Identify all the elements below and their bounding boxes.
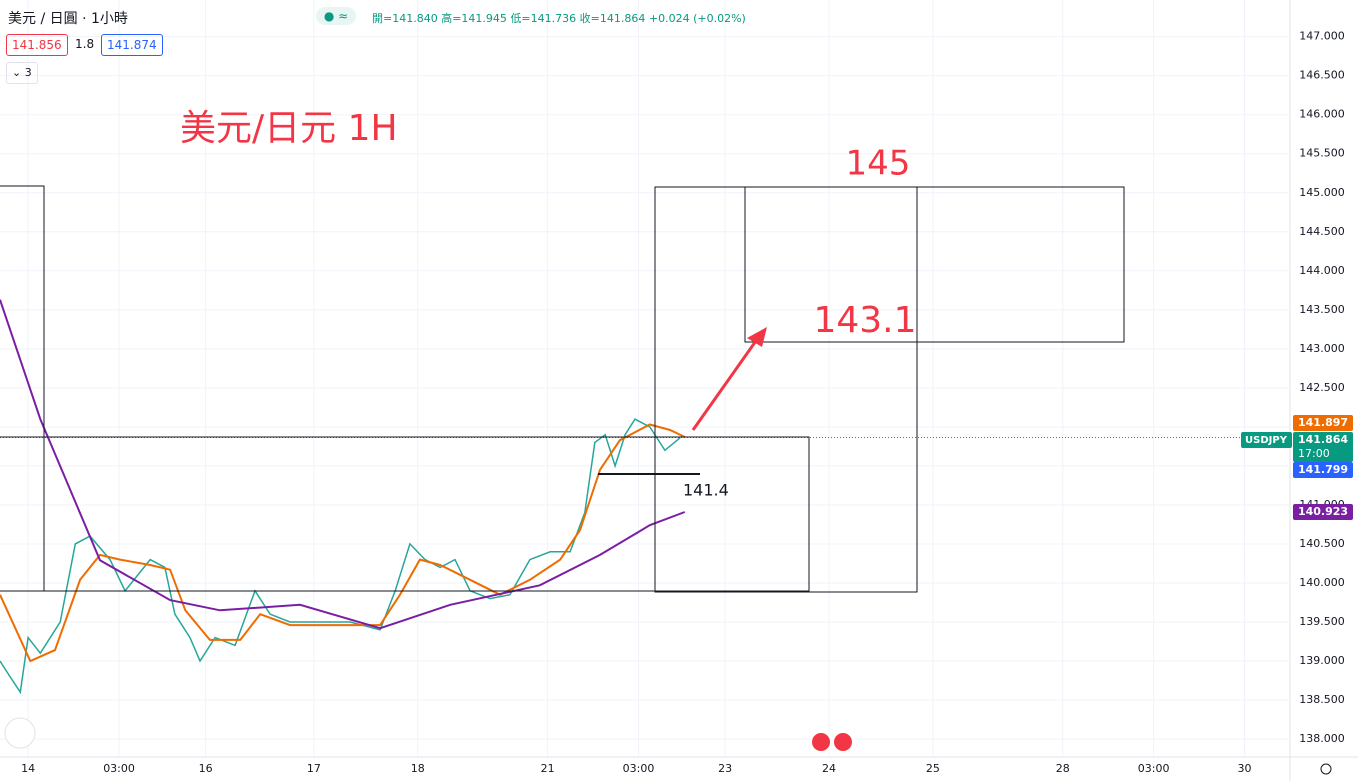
y-tick-label: 140.000 <box>1299 576 1345 589</box>
x-tick-label: 03:00 <box>103 762 135 775</box>
price-tag-label: 141.897 <box>1298 416 1348 429</box>
ohlc: 開=141.840 高=141.945 低=141.736 收=141.864 … <box>372 10 746 26</box>
button[interactable] <box>4 717 36 749</box>
x-tick-label: 25 <box>926 762 940 775</box>
price-tag <box>1293 432 1353 462</box>
drawings <box>0 185 1125 593</box>
annotation: 143.1 <box>813 300 916 341</box>
indicator-toggle[interactable]: ⌄ 3 <box>6 62 38 84</box>
series-line <box>0 423 686 663</box>
x-tick-label: 18 <box>411 762 425 775</box>
x-tick-label: 21 <box>541 762 555 775</box>
symbol-label: USDJPY <box>1245 435 1288 446</box>
y-tick-label: 142.500 <box>1299 381 1345 394</box>
y-tick-label: 139.500 <box>1299 615 1345 628</box>
ohlc-item: 收=141.864 <box>579 12 646 25</box>
price-tag-label: 141.799 <box>1298 463 1348 476</box>
x-tick-label: 03:00 <box>623 762 655 775</box>
indicator-count: 3 <box>24 66 32 79</box>
ohlc-item: 開=141.840 <box>372 12 438 25</box>
x-tick-label: 16 <box>199 762 213 775</box>
ask[interactable]: 141.874 <box>101 34 163 56</box>
event-icon[interactable] <box>832 731 854 753</box>
price-tag-label: 141.864 <box>1298 433 1348 446</box>
symbol: 美元 / 日圓 · 1小時 <box>8 11 128 27</box>
chart-title: 美元/日元 1H <box>180 108 398 149</box>
y-tick-label: 144.500 <box>1299 225 1345 238</box>
x-tick-label: 23 <box>718 762 732 775</box>
x-tick-label: 14 <box>21 762 35 775</box>
y-tick-label: 144.000 <box>1299 264 1345 277</box>
y-tick-label: 145.500 <box>1299 147 1345 160</box>
y-tick-label: 146.000 <box>1299 108 1345 121</box>
x-tick-label: 24 <box>822 762 836 775</box>
change: +0.024 (+0.02%) <box>648 12 746 25</box>
symbol-tag <box>1241 432 1292 448</box>
arrow-head <box>747 327 767 347</box>
price-tag <box>1293 462 1353 478</box>
y-tick-label: 146.500 <box>1299 69 1345 82</box>
y-tick-label: 147.000 <box>1299 30 1345 43</box>
price-tag-label: 140.923 <box>1298 505 1348 518</box>
arrow <box>691 337 760 431</box>
x-tick-label: 17 <box>307 762 321 775</box>
ohlc-item: 低=141.736 <box>510 12 577 25</box>
annotation: 141.4 <box>683 481 729 500</box>
price-tag <box>1293 415 1353 431</box>
y-tick-label: 139.000 <box>1299 654 1345 667</box>
settings-icon[interactable] <box>1320 763 1332 775</box>
y-tick-label: 143.500 <box>1299 303 1345 316</box>
spread: 1.8 <box>75 37 95 51</box>
series-line <box>0 299 686 630</box>
annotation: 145 <box>846 144 911 184</box>
event-icon[interactable] <box>810 731 832 753</box>
x-tick-label: 03:00 <box>1138 762 1170 775</box>
series-line <box>0 418 681 695</box>
status-pill[interactable]: ● ≈ <box>316 7 356 25</box>
ohlc-item: 高=141.945 <box>441 12 507 25</box>
y-tick-label: 145.000 <box>1299 186 1345 199</box>
x-tick-label: 28 <box>1056 762 1070 775</box>
bid[interactable]: 141.856 <box>6 34 68 56</box>
y-tick-label: 140.500 <box>1299 537 1345 550</box>
price-tag <box>1293 504 1353 520</box>
countdown: 17:00 <box>1298 447 1330 460</box>
x-tick-label: 30 <box>1238 762 1252 775</box>
y-tick-label: 143.000 <box>1299 342 1345 355</box>
y-tick-label: 138.500 <box>1299 693 1345 706</box>
y-tick-label: 138.000 <box>1299 732 1345 745</box>
